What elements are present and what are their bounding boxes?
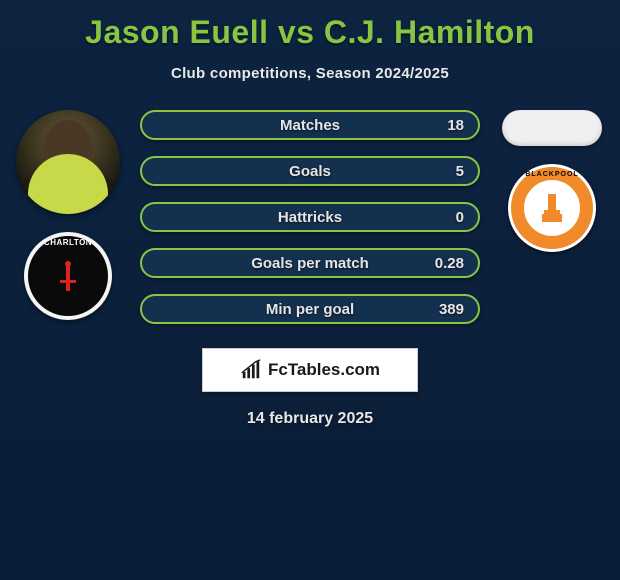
bar-chart-icon <box>240 359 262 381</box>
stat-row-hattricks: Hattricks 0 <box>140 202 480 232</box>
crest-right-label: BLACKPOOL <box>511 171 593 178</box>
comparison-row: CHARLTON Matches 18 Goals 5 Hattricks 0 <box>0 110 620 324</box>
stat-right-value: 0 <box>430 209 464 226</box>
stat-row-matches: Matches 18 <box>140 110 480 140</box>
club-crest-right: BLACKPOOL <box>508 164 596 252</box>
stat-right-value: 5 <box>430 163 464 180</box>
stat-row-min-per-goal: Min per goal 389 <box>140 294 480 324</box>
subtitle: Club competitions, Season 2024/2025 <box>0 65 620 82</box>
stat-label: Matches <box>190 117 430 134</box>
stat-label: Goals <box>190 163 430 180</box>
stat-right-value: 18 <box>430 117 464 134</box>
player-right-column: BLACKPOOL <box>492 110 612 252</box>
stat-label: Min per goal <box>190 301 430 318</box>
page-title: Jason Euell vs C.J. Hamilton <box>0 0 620 51</box>
player-left-column: CHARLTON <box>8 110 128 320</box>
stat-label: Goals per match <box>190 255 430 272</box>
stat-right-value: 0.28 <box>430 255 464 272</box>
club-crest-left: CHARLTON <box>24 232 112 320</box>
stat-row-goals-per-match: Goals per match 0.28 <box>140 248 480 278</box>
stat-row-goals: Goals 5 <box>140 156 480 186</box>
brand-badge: FcTables.com <box>202 348 418 392</box>
sword-icon <box>48 256 88 296</box>
player-left-photo <box>16 110 120 214</box>
player-right-photo-placeholder <box>502 110 602 146</box>
date-line: 14 february 2025 <box>0 410 620 428</box>
stats-column: Matches 18 Goals 5 Hattricks 0 Goals per… <box>128 110 492 324</box>
stat-right-value: 389 <box>430 301 464 318</box>
stat-label: Hattricks <box>190 209 430 226</box>
tower-icon <box>534 190 570 226</box>
crest-right-inner <box>524 180 580 236</box>
brand-text: FcTables.com <box>268 360 380 380</box>
crest-left-label: CHARLTON <box>28 238 108 247</box>
